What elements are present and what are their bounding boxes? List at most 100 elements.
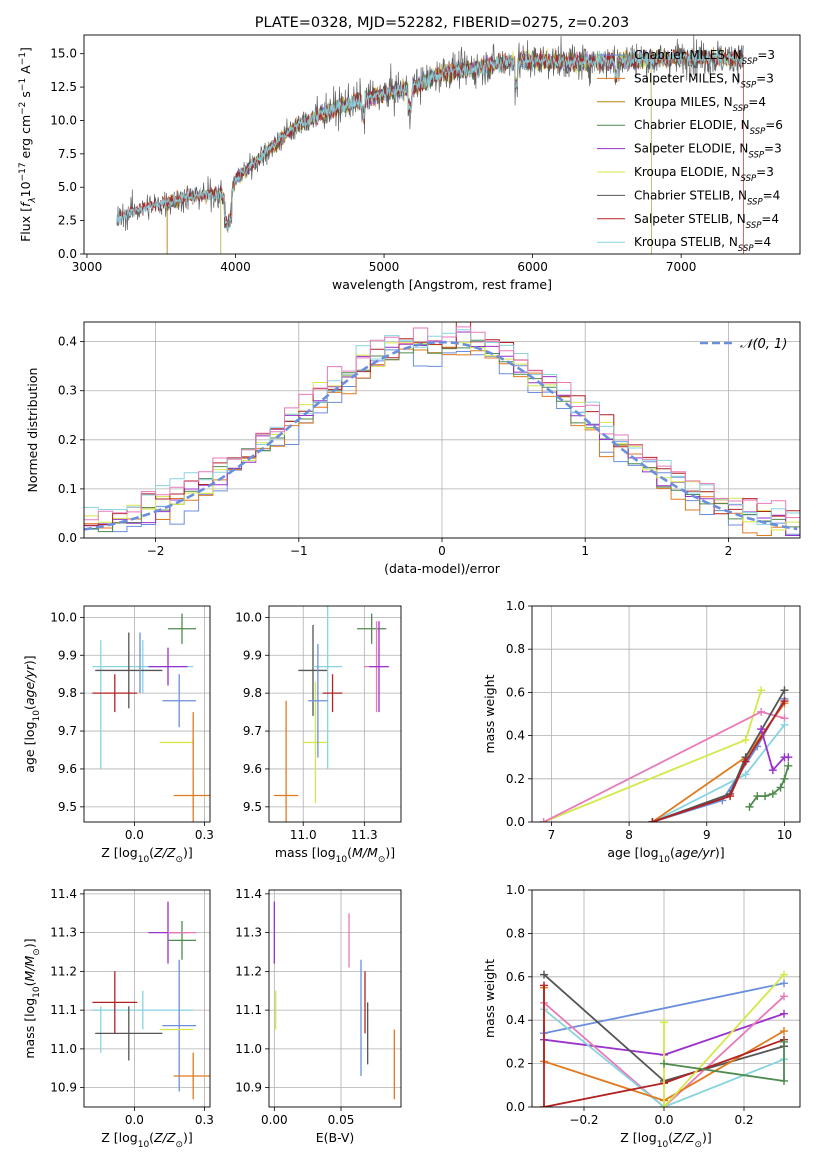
series-marker-chabrier_stelib-0: [540, 970, 548, 979]
axes-frame: [83, 321, 801, 539]
series-line-chabrier_stelib: [652, 689, 786, 822]
series-marker-salpeter_elodie-3: [784, 753, 793, 762]
series-marker-kroupa_elodie-2: [757, 686, 766, 695]
x-tick-label-1: 0.0: [654, 1113, 673, 1127]
x-tick-label-3: 10: [777, 828, 792, 842]
series-marker-chabrier_elodie-1: [780, 1076, 788, 1085]
x-tick-label-4: 7000: [666, 260, 697, 274]
x-tick-label-0: 3000: [72, 260, 103, 274]
y-axis-label: Normed distribution: [25, 368, 40, 493]
y-tick-label-4: 0.8: [506, 926, 525, 940]
y-axis-label: Flux [fλ10−17 erg cm−2 s−1 A−1]: [18, 47, 38, 242]
y-tick-label-1: 0.1: [58, 482, 77, 496]
y-tick-label-3: 9.8: [243, 686, 262, 700]
series-line-salpeter_stelib: [652, 700, 786, 822]
spectrum-line-kroupa_stelib: [116, 46, 744, 232]
y-axis-label: mass weight: [482, 674, 497, 753]
series-marker-kroupa_stelib-1: [741, 770, 750, 779]
legend: Chabrier MILES, NSSP=3 Salpeter MILES, NS…: [597, 48, 783, 254]
x-tick-label-1: 4000: [220, 260, 251, 274]
series-marker-salpeter_elodie-1: [768, 766, 777, 775]
x-tick-label-4: 2: [725, 544, 733, 558]
y-tick-label-5: 10.0: [50, 610, 77, 624]
plot-area: [273, 901, 395, 1100]
series-marker-kroupa_elodie-2: [780, 970, 788, 979]
x-tick-label-1: 0.3: [195, 1113, 214, 1127]
series-line-chabrier_elodie: [748, 765, 790, 808]
series-marker-pink-0: [539, 818, 548, 822]
plot-area: [92, 613, 210, 822]
x-axis-label: Z [log10(Z/Z⊙)]: [620, 1130, 712, 1150]
panel-spectrum: 3000 4000 5000 6000 7000 0.0 2.5 5.0 7.5 10.0 12.5…: [18, 15, 801, 292]
y-tick-label-3: 0.3: [58, 384, 77, 398]
series-line-pink: [543, 995, 785, 1107]
x-tick-label-2: 9: [703, 828, 711, 842]
legend-label-5: Kroupa ELODIE, NSSP=3: [634, 165, 774, 184]
y-tick-label-1: 9.6: [58, 762, 77, 776]
panel-residuals: −2 −1 0 1 2 0.0 0.1 0.2 0.3 0.4 (data-model)/error…: [25, 321, 801, 576]
histogram-pink: [84, 326, 800, 521]
series-marker-salpeter_stelib-1: [726, 792, 735, 801]
series-marker-chabrier_elodie-3: [768, 789, 777, 798]
y-tick-label-0: 0.0: [58, 247, 77, 261]
y-axis-label: mass weight: [482, 959, 497, 1038]
legend-label-2: Kroupa MILES, NSSP=4: [634, 95, 766, 114]
plot-area: [539, 686, 793, 822]
y-tick-label-2: 0.4: [506, 729, 525, 743]
x-tick-label-0: 11.0: [290, 828, 317, 842]
y-axis-label: age [log10(age/yr)]: [22, 655, 42, 772]
series-marker-salpeter_stelib-0: [540, 981, 548, 990]
y-tick-label-2: 9.7: [243, 724, 262, 738]
series-marker-kroupa_stelib-2: [780, 720, 789, 729]
x-tick-label-0: −2: [147, 544, 165, 558]
y-tick-label-4: 10.0: [50, 113, 77, 127]
y-tick-label-5: 12.5: [50, 80, 77, 94]
x-axis-label: E(B-V): [316, 1130, 355, 1145]
y-tick-label-1: 0.2: [506, 772, 525, 786]
y-tick-label-4: 9.9: [58, 648, 77, 662]
series-marker-chabrier_elodie-6: [784, 761, 793, 770]
x-axis-label: age [log10(age/yr)]: [607, 845, 724, 865]
chart-title: PLATE=0328, MJD=52282, FIBERID=0275, z=0…: [255, 15, 629, 31]
x-tick-label-3: 6000: [517, 260, 548, 274]
y-tick-label-2: 11.1: [235, 1003, 262, 1017]
legend-label-1: Salpeter MILES, NSSP=3: [634, 71, 774, 90]
x-tick-label-2: 0.2: [734, 1113, 753, 1127]
y-tick-label-3: 7.5: [58, 147, 77, 161]
y-tick-label-1: 0.2: [506, 1057, 525, 1071]
axes-frame: [268, 889, 402, 1108]
series-marker-pink-2: [780, 992, 788, 1001]
y-tick-label-2: 9.7: [58, 724, 77, 738]
panel-mass-weight-vs-Z: −0.2 0.0 0.2 0.0 0.2 0.4 0.6 0.8 1.0 Z [log10(Z/Z…: [482, 883, 801, 1150]
y-tick-label-0: 0.0: [58, 531, 77, 545]
series-line-kroupa_elodie: [663, 973, 785, 1107]
legend-label-6: Chabrier STELIB, NSSP=4: [634, 188, 780, 207]
legend-label-8: Kroupa STELIB, NSSP=4: [634, 235, 771, 254]
axes-frame: [83, 605, 211, 823]
x-axis-label: mass [log10(M/M⊙)]: [275, 845, 395, 865]
y-tick-label-4: 11.3: [235, 926, 262, 940]
series-marker-kroupa_elodie-0: [660, 1018, 668, 1027]
x-axis-label: Z [log10(Z/Z⊙)]: [101, 1130, 193, 1150]
panel-mass-vs-EBV: 0.00 0.05 10.9 11.0 11.1 11.2 11.3 11.4 E(B-V): [235, 887, 402, 1145]
series-line-salpeter_miles: [651, 702, 786, 822]
x-tick-label-0: −0.2: [569, 1113, 598, 1127]
panel-mass-vs-Z: 0.0 0.3 10.9 11.0 11.1 11.2 11.3 11.4 Z [log10(Z…: [22, 887, 214, 1150]
x-axis-label: (data-model)/error: [384, 561, 501, 576]
x-tick-label-2: 0: [438, 544, 446, 558]
series-marker-chabrier_elodie-2: [761, 792, 770, 801]
y-tick-label-3: 11.2: [50, 964, 77, 978]
series-marker-chabrier_miles-1: [780, 979, 788, 988]
x-axis-label: wavelength [Angstrom, rest frame]: [332, 277, 552, 292]
y-tick-label-2: 0.4: [506, 1013, 525, 1027]
plot-area: [540, 970, 788, 1107]
series-marker-kroupa_elodie-1: [741, 735, 750, 744]
legend-label-4: Salpeter ELODIE, NSSP=3: [634, 142, 782, 161]
y-tick-label-0: 9.5: [58, 800, 77, 814]
series-marker-pink-1: [757, 707, 766, 716]
x-tick-label-0: 0.0: [125, 1113, 144, 1127]
series-marker-salpeter_stelib-2: [741, 757, 750, 766]
series-marker-salpeter_elodie-2: [780, 1009, 788, 1018]
x-tick-label-2: 5000: [369, 260, 400, 274]
x-tick-label-1: −1: [290, 544, 308, 558]
